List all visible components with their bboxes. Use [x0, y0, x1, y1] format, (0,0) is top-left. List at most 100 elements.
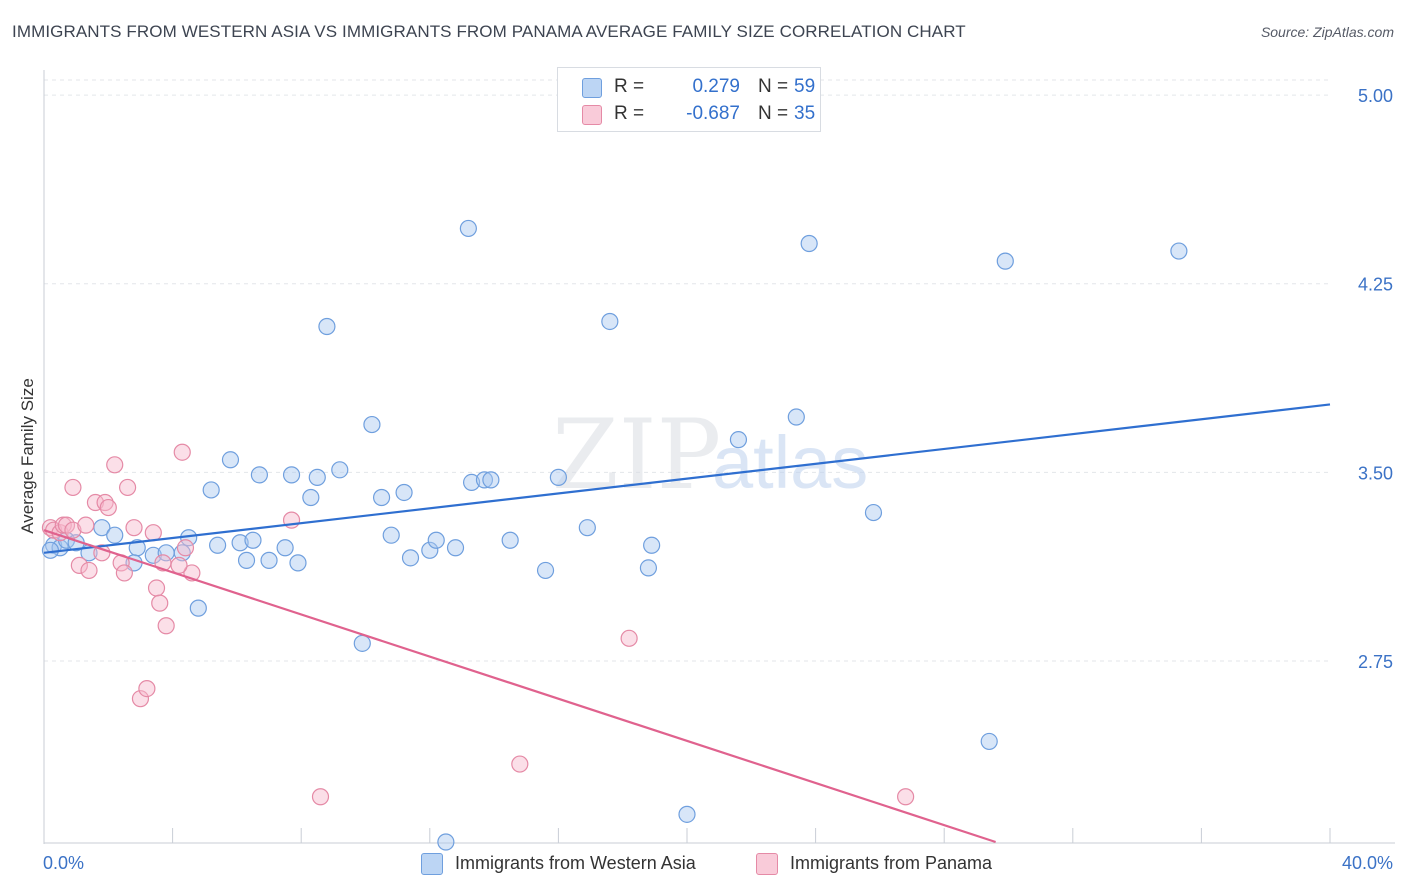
bottom-legend-label: Immigrants from Western Asia	[455, 853, 696, 873]
data-point	[437, 833, 455, 851]
data-point	[106, 456, 124, 474]
data-point	[170, 556, 188, 574]
data-point	[363, 415, 381, 434]
legend-r-value: 0.279	[692, 76, 740, 97]
legend-r-value: -0.687	[686, 103, 740, 124]
data-point	[639, 559, 658, 577]
legend-swatch-pink	[582, 105, 602, 125]
bottom-legend-label: Immigrants from Panama	[790, 853, 993, 873]
trend-line	[43, 529, 996, 844]
data-point	[372, 488, 391, 507]
data-point	[260, 551, 278, 569]
y-tick-label: 3.50	[1358, 463, 1393, 483]
data-point	[511, 755, 529, 773]
data-point	[115, 564, 133, 582]
data-point	[173, 544, 191, 562]
data-point	[475, 471, 494, 489]
bottom-legend-swatch-pink	[756, 853, 778, 875]
data-point	[64, 478, 82, 497]
data-point	[996, 252, 1014, 270]
data-point	[643, 536, 661, 554]
data-point	[331, 461, 349, 479]
correlation-legend: R = 0.279 N = 59 R = -0.687 N = 35	[557, 67, 821, 132]
watermark: ZIP atlas	[552, 399, 868, 511]
legend-swatch-blue	[582, 78, 602, 98]
data-point	[282, 466, 301, 484]
data-point	[86, 493, 105, 512]
data-point	[189, 599, 207, 617]
data-point	[620, 629, 638, 647]
data-point	[176, 539, 195, 557]
data-point	[549, 468, 568, 486]
data-point	[157, 617, 175, 635]
trend-line	[43, 403, 1331, 554]
data-point	[106, 526, 124, 544]
data-point	[138, 680, 156, 698]
data-point	[482, 471, 500, 489]
data-point	[41, 541, 60, 559]
axes	[43, 70, 1395, 844]
data-point	[578, 519, 596, 537]
data-point	[678, 805, 696, 823]
y-axis-label: Average Family Size	[18, 378, 37, 534]
data-point	[276, 539, 294, 557]
data-point	[147, 579, 166, 597]
data-point	[897, 788, 915, 806]
data-point	[173, 443, 191, 461]
data-point	[221, 451, 240, 469]
data-point	[311, 788, 330, 806]
data-point	[421, 541, 439, 559]
data-point	[395, 483, 413, 502]
data-point	[237, 551, 256, 569]
data-point	[151, 594, 169, 612]
data-point	[382, 526, 400, 544]
data-point	[353, 634, 371, 652]
data-point	[118, 478, 137, 497]
data-point	[980, 732, 998, 751]
x-tick-label-max: 40.0%	[1342, 853, 1393, 873]
data-point	[864, 503, 883, 522]
watermark-zip: ZIP	[552, 399, 721, 511]
legend-n-label: N =	[758, 76, 789, 97]
data-point	[800, 234, 818, 253]
chart-title: IMMIGRANTS FROM WESTERN ASIA VS IMMIGRAN…	[12, 22, 966, 41]
y-tick-label: 2.75	[1358, 652, 1393, 672]
watermark-atlas: atlas	[712, 421, 868, 504]
legend-n-value: 35	[794, 103, 816, 124]
data-point	[601, 312, 619, 331]
data-point	[209, 536, 227, 554]
data-point	[729, 431, 748, 449]
data-point	[787, 408, 805, 426]
data-point	[446, 539, 465, 557]
source-label: Source: ZipAtlas.com	[1260, 24, 1394, 40]
trend-lines	[43, 403, 1331, 844]
legend-n-label: N =	[758, 103, 789, 124]
bottom-legend-swatch-blue	[421, 853, 443, 875]
x-tick-label-min: 0.0%	[43, 853, 84, 873]
data-point	[131, 690, 150, 708]
data-point	[289, 554, 307, 572]
data-point	[231, 534, 249, 552]
data-point	[64, 521, 82, 539]
data-point	[459, 219, 477, 238]
data-point	[144, 524, 162, 542]
data-point	[70, 556, 88, 574]
legend-r-label: R =	[614, 76, 645, 97]
grid-lines	[44, 79, 1330, 662]
data-point	[1170, 242, 1188, 260]
data-point	[77, 516, 95, 534]
data-point	[99, 498, 117, 517]
data-point	[308, 468, 326, 486]
data-point	[250, 466, 269, 484]
legend-r-label: R =	[614, 103, 645, 124]
data-points	[41, 219, 1188, 851]
data-point	[427, 531, 445, 549]
data-point	[244, 531, 262, 549]
data-point	[401, 549, 420, 567]
data-point	[202, 481, 220, 499]
axis-labels: Average Family Size 0.0% 40.0% 5.00 4.25 3…	[18, 86, 1393, 873]
data-point	[96, 493, 114, 512]
data-point	[302, 488, 320, 507]
data-point	[501, 531, 519, 549]
